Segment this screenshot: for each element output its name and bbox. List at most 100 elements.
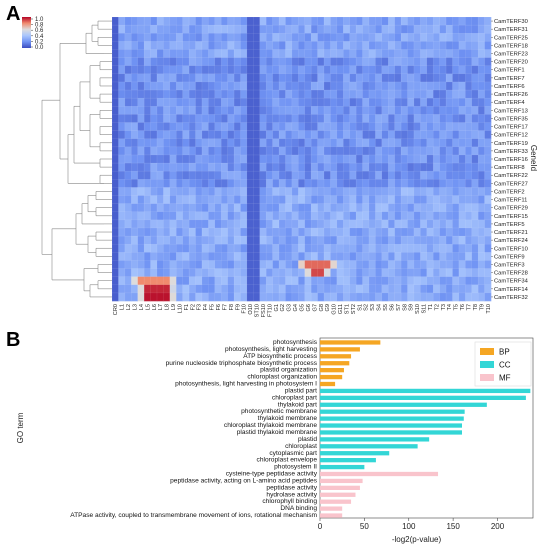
heatmap-cell — [118, 292, 126, 302]
heatmap-cell — [279, 154, 286, 164]
heatmap-cell — [413, 260, 421, 269]
heatmap-cell — [426, 292, 434, 302]
heatmap-cell — [452, 130, 460, 140]
heatmap-cell — [169, 211, 177, 221]
go-term-label: photosynthesis — [273, 339, 318, 346]
heatmap-cell — [343, 276, 350, 286]
heatmap-cell — [433, 276, 440, 286]
heatmap-cell — [336, 236, 344, 245]
heatmap-cell — [259, 33, 267, 42]
heatmap-cell — [195, 187, 203, 196]
heatmap-cell — [156, 268, 164, 277]
heatmap-cell — [182, 211, 190, 221]
heatmap-cell — [349, 33, 357, 42]
heatmap-cell — [394, 138, 402, 148]
heatmap-cell — [124, 252, 132, 261]
heatmap-ylabel: GeneId — [529, 145, 538, 171]
heatmap-cell — [458, 146, 466, 156]
heatmap-cell — [484, 81, 492, 91]
heatmap-cell — [452, 179, 460, 188]
heatmap-cell — [259, 73, 267, 83]
heatmap-cell — [413, 284, 421, 294]
heatmap-cell — [272, 219, 280, 229]
heatmap-cell — [208, 138, 216, 148]
heatmap-cell — [311, 179, 318, 188]
heatmap-cell — [131, 260, 138, 269]
heatmap-cell — [163, 244, 171, 253]
heatmap-cell — [458, 260, 466, 269]
heatmap-cell — [420, 227, 428, 237]
heatmap-cell — [259, 260, 267, 269]
heatmap-cell — [208, 57, 216, 66]
heatmap-cell — [227, 195, 235, 204]
heatmap-cell — [413, 130, 421, 140]
heatmap-cell — [401, 65, 408, 75]
heatmap-cell — [285, 106, 293, 115]
heatmap-cell — [343, 179, 350, 188]
x-tick-label: 0 — [318, 522, 323, 531]
heatmap-cell — [266, 49, 273, 58]
heatmap-cell — [458, 203, 466, 213]
heatmap-column-label: O10 — [248, 304, 254, 315]
heatmap-cell — [317, 65, 325, 75]
heatmap-cell — [240, 219, 248, 229]
heatmap-cell — [343, 284, 350, 294]
heatmap-row-label: CamTERF27 — [494, 181, 528, 187]
heatmap-cell — [208, 33, 216, 42]
heatmap-cell — [446, 130, 453, 140]
go-bar — [320, 416, 464, 421]
heatmap-cell — [368, 98, 376, 107]
heatmap-cell — [343, 146, 350, 156]
heatmap-cell — [291, 211, 299, 221]
heatmap-cell — [227, 17, 235, 26]
heatmap-cell — [388, 81, 395, 91]
heatmap-cell — [195, 17, 203, 26]
heatmap-cell — [246, 114, 254, 123]
heatmap-cell — [484, 179, 492, 188]
heatmap-cell — [189, 49, 196, 58]
go-bar — [320, 478, 363, 484]
heatmap-cell — [420, 187, 428, 196]
heatmap-cell — [478, 292, 485, 302]
heatmap-cell — [137, 90, 145, 99]
heatmap-column-labels: CR0 L1 L2 L3 L4 L5 L6 L7 L8 L9 L10 F1 F2 F3 F4 F5 F6 F7 F8… — [113, 304, 492, 317]
heatmap-cell — [131, 146, 138, 156]
heatmap-cell — [156, 211, 164, 221]
heatmap-cell — [317, 171, 325, 180]
heatmap-cell — [343, 260, 350, 269]
heatmap-cell — [471, 203, 479, 213]
heatmap-cell — [317, 276, 325, 286]
heatmap-cell — [156, 292, 164, 302]
heatmap-cell — [323, 292, 331, 302]
heatmap-cell — [285, 292, 293, 302]
heatmap-cell — [124, 73, 132, 83]
heatmap-cell — [401, 268, 408, 277]
heatmap-cell — [368, 81, 376, 91]
heatmap-cell — [394, 41, 402, 50]
heatmap-cell — [112, 236, 119, 245]
heatmap-cell — [195, 252, 203, 261]
heatmap-cell — [465, 292, 473, 302]
heatmap-cell — [381, 130, 389, 140]
heatmap-cell — [484, 292, 492, 302]
heatmap-cell — [452, 292, 460, 302]
heatmap-cell — [189, 138, 196, 148]
heatmap-cell — [426, 244, 434, 253]
heatmap-cell — [259, 219, 267, 229]
heatmap-cell — [458, 57, 466, 66]
heatmap-cell — [285, 179, 293, 188]
heatmap-cell — [112, 292, 119, 302]
heatmap-cell — [201, 57, 209, 66]
heatmap-cell — [131, 211, 138, 221]
heatmap-cell — [317, 268, 325, 277]
heatmap-cell — [407, 292, 415, 302]
heatmap-cell — [201, 163, 209, 172]
heatmap-cell — [169, 163, 177, 172]
heatmap-cell — [330, 154, 338, 164]
heatmap-cell — [214, 130, 222, 140]
heatmap-cell — [446, 163, 453, 172]
heatmap-cell — [304, 33, 312, 42]
heatmap-cell — [298, 146, 306, 156]
heatmap-cell — [240, 179, 248, 188]
heatmap-cell — [124, 57, 132, 66]
